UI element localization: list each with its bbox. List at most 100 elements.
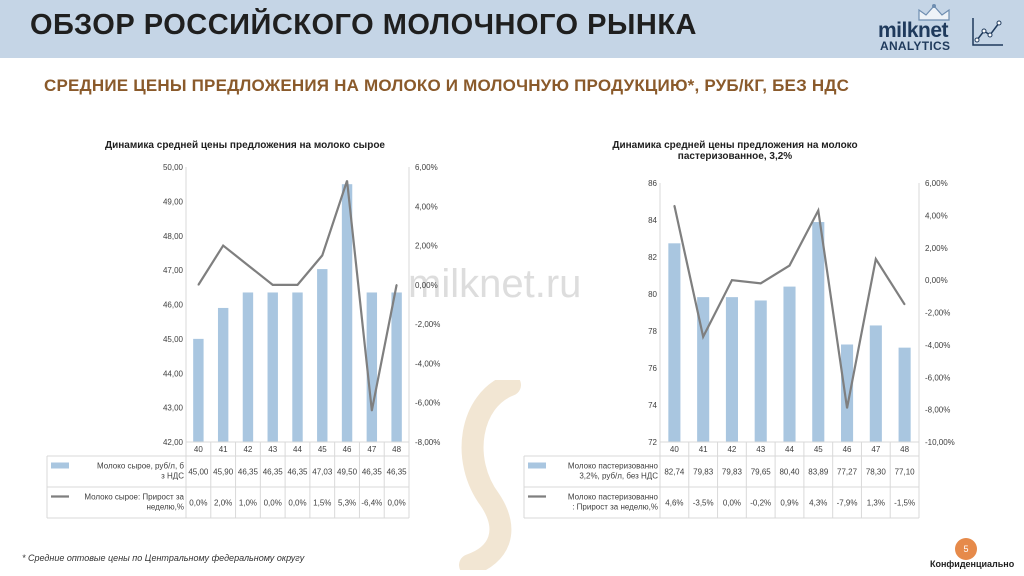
- chart2-line-point: [788, 264, 791, 267]
- crown-icon: [918, 4, 950, 21]
- chart2-bar: [841, 344, 854, 442]
- section-subtitle: СРЕДНИЕ ЦЕНЫ ПРЕДЛОЖЕНИЯ НА МОЛОКО И МОЛ…: [44, 76, 850, 95]
- chart1-line-point: [271, 284, 274, 286]
- chart2-table-cell: 77,10: [895, 468, 916, 477]
- chart2-y-tick-label: 76: [648, 364, 657, 373]
- chart2-bar: [812, 222, 825, 442]
- chart2-legend-bar-key: [528, 462, 546, 469]
- chart2-category-label: 42: [727, 445, 736, 454]
- chart2-y2-tick-label: 6,00%: [925, 179, 948, 188]
- chart2-y-tick-label: 80: [648, 290, 657, 299]
- chart2-table-cell: -0,2%: [750, 499, 771, 508]
- chart2-line-point: [759, 282, 762, 285]
- chart2-table-cell: 1,3%: [867, 499, 885, 508]
- chart2-y-tick-label: 86: [648, 179, 657, 188]
- chart2-y2-tick-label: 0,00%: [925, 276, 948, 285]
- milknet-logo: milknet ANALYTICS: [872, 4, 1017, 56]
- watermark: milknet.ru: [408, 262, 582, 306]
- logo-sub: ANALYTICS: [880, 39, 951, 53]
- chart1-bar: [292, 292, 303, 442]
- chart1-y-tick-label: 47,00: [163, 266, 184, 275]
- chart2-line-point: [875, 258, 877, 260]
- chart2-table-cell: 79,65: [751, 468, 772, 477]
- chart1-title: Динамика средней цены предложения на мол…: [105, 140, 385, 151]
- chart2-table-cell: 79,83: [693, 468, 714, 477]
- chart2-table-cell: -1,5%: [894, 499, 915, 508]
- chart1-line-point: [346, 179, 348, 182]
- chart2-line-point: [731, 279, 733, 281]
- swirl-decoration: [459, 380, 521, 570]
- chart2-y-tick-label: 78: [648, 327, 657, 336]
- chart2-table-cell: 4,3%: [809, 499, 827, 508]
- chart1-y-tick-label: 44,00: [163, 369, 184, 378]
- chart1-table-cell: 45,90: [213, 468, 234, 477]
- page-title: ОБЗОР РОССИЙСКОГО МОЛОЧНОГО РЫНКА: [30, 9, 697, 41]
- chart2-bar: [668, 243, 681, 442]
- chart2-category-label: 48: [900, 445, 909, 454]
- chart1-y2-tick-label: -6,00%: [415, 399, 440, 408]
- chart1-y2-tick-label: -4,00%: [415, 359, 440, 368]
- chart2-category-label: 46: [843, 445, 852, 454]
- chart2-table-cell: 80,40: [779, 468, 800, 477]
- chart1-bar: [242, 292, 254, 442]
- chart2-category-label: 43: [756, 445, 765, 454]
- chart1-line-point: [247, 264, 249, 267]
- chart1-category-label: 48: [392, 445, 401, 454]
- chart1-table-cell: 1,5%: [313, 499, 331, 508]
- chart1-table-cell: 46,35: [387, 468, 408, 477]
- chart2-y-tick-label: 84: [648, 216, 657, 225]
- chart2-line-point: [702, 335, 704, 338]
- chart1-y-tick-label: 49,00: [163, 197, 184, 206]
- chart1-bar: [267, 292, 278, 442]
- chart2-line-point: [817, 209, 820, 212]
- chart1-category-label: 40: [194, 445, 203, 454]
- chart2-y2-tick-label: -4,00%: [925, 341, 950, 350]
- chart1-line-point: [321, 254, 324, 257]
- chart1-bar: [317, 269, 328, 442]
- chart1-table-cell: 46,35: [238, 468, 259, 477]
- chart1-y-tick-label: 43,00: [163, 404, 184, 413]
- chart2-table-cell: 4,6%: [665, 499, 683, 508]
- chart1-y2-tick-label: 0,00%: [415, 281, 438, 290]
- chart2-table-cell: 77,27: [837, 468, 858, 477]
- chart1-table-cell: 46,35: [263, 468, 284, 477]
- chart2-table-cell: 82,74: [664, 468, 685, 477]
- chart1-category-label: 47: [367, 445, 376, 454]
- chart2-y2-tick-label: -2,00%: [925, 309, 950, 318]
- chart1-y-tick-label: 42,00: [163, 438, 184, 447]
- chart1-line-point: [296, 284, 299, 286]
- chart1-category-label: 41: [219, 445, 228, 454]
- chart2-table-cell: -7,9%: [837, 499, 858, 508]
- chart1-table-cell: 2,0%: [214, 499, 232, 508]
- chart2-title: Динамика средней цены предложения на мол…: [612, 140, 858, 162]
- chart1-bar: [341, 184, 353, 442]
- chart2-bar: [725, 297, 738, 442]
- chart2-table-cell: 83,89: [808, 468, 829, 477]
- chart2-table-cell: 79,83: [722, 468, 743, 477]
- chart2-category-label: 41: [699, 445, 708, 454]
- chart2-bar: [898, 347, 911, 442]
- chart2-bar: [869, 325, 882, 442]
- chart1-table-cell: 46,35: [287, 468, 308, 477]
- chart2-table-cell: -3,5%: [693, 499, 714, 508]
- chart2-table-cell: 78,30: [866, 468, 887, 477]
- chart1-table-cell: 0,0%: [264, 499, 282, 508]
- chart2-line-point: [673, 204, 676, 207]
- chart2-category-label: 47: [871, 445, 880, 454]
- chart1-y2-tick-label: 6,00%: [415, 163, 438, 172]
- chart2-bar: [754, 300, 767, 442]
- chart1-category-label: 45: [318, 445, 327, 454]
- chart2-bar: [783, 286, 796, 442]
- chart2-y2-tick-label: -6,00%: [925, 373, 950, 382]
- chart2-y-tick-label: 82: [648, 253, 657, 262]
- chart2-category-label: 44: [785, 445, 794, 454]
- chart1-table-cell: 46,35: [362, 468, 383, 477]
- chart1-legend-line-name: Молоко сырое: Прирост за неделю,%: [84, 493, 184, 512]
- chart1-line-point: [371, 409, 373, 412]
- chart2-line-point: [846, 407, 848, 409]
- chart1-bar: [391, 292, 402, 442]
- chart2-y2-tick-label: -10,00%: [925, 438, 955, 447]
- chart1-y2-tick-label: -2,00%: [415, 320, 440, 329]
- chart1-y2-tick-label: 4,00%: [415, 202, 438, 211]
